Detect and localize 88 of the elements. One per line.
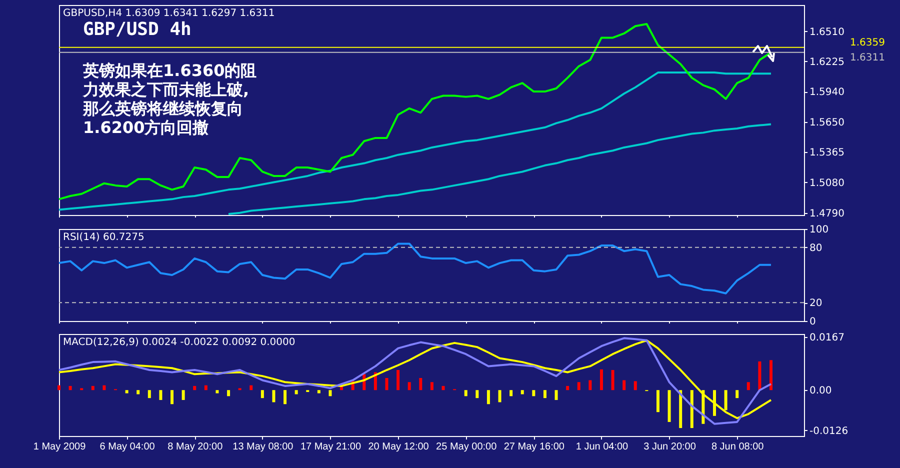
y-tick-label: 100 [810,224,829,236]
x-tick-label: 6 May 04:00 [100,442,156,452]
bar [758,361,762,390]
annotation: 英镑如果在1.6360的阻力效果之下而未能上破,那么英镑将继续恢复向1.6200方向回撤 [82,61,257,137]
bar [554,390,558,400]
bar [125,390,128,394]
chart-title: MACD(12,26,9) 0.0024 -0.0022 0.0092 0.0000 [63,337,296,348]
bar [159,390,162,400]
y-tick-label: -0.0126 [810,426,848,437]
bar [419,378,422,390]
bar [566,386,570,390]
bar [408,382,411,390]
bar [668,390,671,422]
bar [148,390,151,398]
bar [317,390,320,394]
bar [543,390,546,398]
bar [746,382,750,390]
y-tick-label: 1.5940 [810,87,844,98]
y-tick-label: 0.00 [810,386,832,397]
line-series [228,123,772,215]
y-tick-label: 1.5365 [810,148,844,159]
bar [102,385,106,390]
bar [430,382,434,390]
bar [385,378,388,390]
bar [68,386,72,390]
bar [634,381,637,390]
chart-title: RSI(14) 60.7275 [63,232,144,243]
line-series [58,242,772,294]
y-tick-label: 0 [810,316,816,328]
bar [182,390,185,400]
line-series [58,22,772,200]
bar [498,390,502,402]
bar [204,385,208,390]
y-tick-label: 1.6510 [810,26,844,38]
bar [679,390,682,428]
bar [690,390,694,428]
bar [510,390,513,396]
y-tick-label: 1.4790 [810,208,844,220]
bar [736,390,739,398]
y-tick-label: 20 [810,298,822,310]
x-tick-label: 8 Jun 08:00 [711,442,764,452]
x-tick-label: 25 May 00:00 [436,442,498,452]
y-tick-label: 1.5650 [810,118,844,129]
text: GBP/USD 4h [83,19,192,40]
x-tick-label: 8 May 20:00 [168,442,224,452]
x-tick-label: 13 May 08:00 [232,442,294,452]
bar [520,390,524,394]
bar [611,370,614,390]
x-tick-label: 3 Jun 20:00 [644,442,696,452]
bar [193,386,196,390]
y-tick-label: 1.5080 [810,178,844,189]
bar [91,386,94,390]
bar [600,369,603,390]
bar [442,386,445,390]
bar [770,360,772,390]
x-tick-label: 20 May 12:00 [368,442,430,452]
bar [588,380,592,390]
bar [656,390,660,412]
bar [328,390,332,396]
bar [284,390,287,404]
bar [260,390,264,398]
bar [272,390,276,402]
bar [464,390,468,396]
bar [58,385,60,390]
x-tick-label: 1 May 2009 [33,442,86,452]
bar [294,390,298,394]
bar [724,390,728,410]
y-tick-label: 1.6225 [810,56,844,68]
bar [476,390,479,398]
bar [577,382,580,390]
x-tick-label: 17 May 21:00 [300,442,362,452]
bar [227,390,230,396]
bar [136,390,140,394]
bar [216,390,219,394]
chart-subtitle: GBPUSD,H4 1.6309 1.6341 1.6297 1.6311 [63,8,275,19]
bar [532,390,536,396]
bar [250,385,253,390]
bar [396,370,400,390]
x-tick-label: 1 Jun 04:00 [576,442,629,452]
y-tick-label: 80 [810,242,822,254]
ref-line-label: 1.6311 [850,52,885,64]
ref-line-label: 1.6359 [850,37,885,48]
bar [622,380,626,390]
bar [712,390,716,416]
bar [486,390,490,404]
bar [170,390,174,404]
y-tick-label: 0.0167 [810,332,844,344]
x-tick-label: 27 May 16:00 [504,442,565,452]
